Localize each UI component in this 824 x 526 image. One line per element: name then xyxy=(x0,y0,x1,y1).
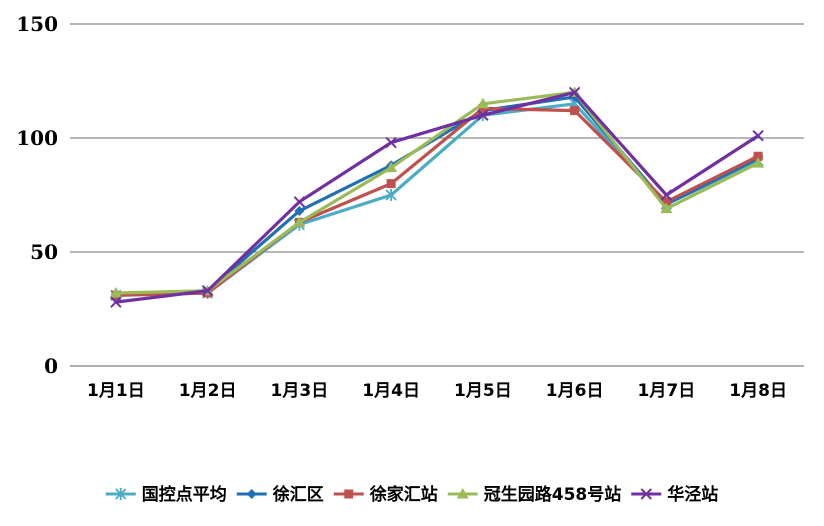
data-point xyxy=(293,216,306,227)
legend-label: 冠生园路458号站 xyxy=(484,484,622,505)
legend-swatch-marker xyxy=(246,489,257,499)
x-tick-label: 1月7日 xyxy=(638,381,696,401)
x-tick-label: 1月8日 xyxy=(729,381,787,401)
y-axis-ticks: 0 50 100 150 xyxy=(16,12,58,378)
data-point xyxy=(478,103,488,113)
series-lines xyxy=(109,86,765,308)
legend-item: 徐汇区 xyxy=(236,484,324,505)
data-point xyxy=(385,189,397,201)
legend-item: 徐家汇站 xyxy=(333,484,438,505)
x-axis-ticks: 1月1日 1月2日 1月3日 1月4日 1月5日 1月6日 1月7日 1月8日 xyxy=(87,381,787,401)
x-tick-label: 1月6日 xyxy=(546,381,604,401)
data-point xyxy=(293,196,306,208)
series-line xyxy=(115,90,759,304)
y-tick-label: 50 xyxy=(30,240,58,264)
series-3 xyxy=(111,103,763,300)
data-point xyxy=(570,106,580,116)
series-5 xyxy=(110,86,764,308)
x-tick-label: 1月2日 xyxy=(179,381,237,401)
legend-item: 国控点平均 xyxy=(105,484,227,505)
legend-swatch-marker xyxy=(115,488,127,500)
legend-swatch-marker xyxy=(344,489,354,499)
legend-item: 冠生园路458号站 xyxy=(447,484,622,505)
x-tick-label: 1月4日 xyxy=(362,381,420,401)
data-point xyxy=(294,205,305,216)
legend-label: 徐家汇站 xyxy=(369,484,438,505)
y-tick-label: 100 xyxy=(16,126,58,150)
data-point xyxy=(110,296,122,308)
legend-swatch-marker xyxy=(456,488,469,499)
x-tick-label: 1月3日 xyxy=(271,381,329,401)
data-point xyxy=(385,136,397,149)
data-point xyxy=(386,179,396,189)
data-point xyxy=(753,151,763,161)
legend-swatch-marker xyxy=(640,488,652,500)
x-tick-label: 1月1日 xyxy=(87,381,145,401)
data-point xyxy=(752,157,765,168)
data-point xyxy=(201,285,214,297)
series-line xyxy=(115,90,759,295)
x-tick-label: 1月5日 xyxy=(454,381,512,401)
data-point xyxy=(661,197,671,207)
data-point xyxy=(385,161,398,173)
data-point xyxy=(660,202,673,214)
y-tick-label: 150 xyxy=(16,12,58,36)
data-point xyxy=(660,189,673,201)
data-point xyxy=(752,130,764,142)
series-4 xyxy=(109,86,765,298)
legend: 国控点平均 徐汇区 徐家汇站 冠生园路458号站 华泾站 xyxy=(105,484,718,505)
data-point xyxy=(477,109,489,121)
legend-item: 华泾站 xyxy=(631,484,718,505)
legend-label: 国控点平均 xyxy=(142,484,227,505)
legend-label: 华泾站 xyxy=(667,484,718,505)
data-point xyxy=(109,287,122,298)
y-tick-label: 0 xyxy=(44,354,58,378)
legend-label: 徐汇区 xyxy=(272,484,324,505)
data-point xyxy=(568,86,581,99)
data-point xyxy=(476,97,489,109)
